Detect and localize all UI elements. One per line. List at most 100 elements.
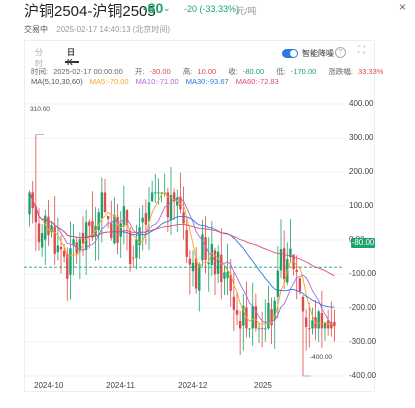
candle-body [223, 272, 226, 279]
candle-body [88, 221, 91, 226]
candle-body [66, 254, 69, 279]
candle-body [304, 317, 308, 327]
candle-body [207, 262, 210, 265]
candle-body [220, 254, 223, 283]
candle-body [323, 323, 327, 329]
candle-body [128, 231, 132, 265]
candle-body [100, 192, 104, 219]
candle-body [273, 300, 276, 320]
ma5-value: MA5:-70.00 [89, 77, 129, 86]
candle-body [308, 328, 311, 330]
candle-body [169, 194, 173, 221]
header: 沪铜2504-沪铜2505 -80 ⌄ -20 (-33.33%) 元/吨 × [0, 0, 415, 40]
candle-body [238, 321, 242, 329]
candle-body [44, 215, 47, 240]
y-tick-label: 400.00 [349, 99, 374, 108]
candle-body [113, 214, 116, 244]
contract-title: 沪铜2504-沪铜2505 [24, 3, 156, 20]
candle-body [251, 306, 254, 329]
current-price-tag: -80.00 [351, 238, 375, 248]
candle-body [34, 206, 38, 223]
smart-denoise-toggle[interactable] [282, 49, 298, 58]
candle-body [204, 237, 207, 260]
candle-body [301, 296, 305, 312]
ma-line [29, 191, 335, 328]
chart-panel: 分时 日K 智能降噪 ? ⛶ 时间:2025-02-17 00:00:00 开:… [24, 40, 383, 392]
ohlc-open: -30.00 [149, 67, 171, 76]
price-change: -20 (-33.33%) [184, 4, 240, 14]
ohlc-time: 2025-02-17 00:00:00 [53, 67, 123, 76]
candle-body [292, 254, 295, 270]
candle-body [317, 311, 320, 329]
ohlc-high: 10.00 [197, 67, 217, 76]
candle-body [298, 278, 302, 292]
candlestick-chart[interactable] [24, 100, 344, 380]
candle-body [235, 310, 239, 315]
candle-body [276, 270, 280, 297]
close-icon[interactable]: × [399, 0, 407, 14]
candle-body [47, 216, 50, 236]
ohlc-close: -80.00 [242, 67, 265, 76]
candle-body [185, 229, 188, 257]
candle-body [84, 222, 88, 250]
candle-body [97, 212, 100, 231]
candle-body [160, 192, 163, 194]
candle-body [191, 262, 195, 272]
tab-daily-k[interactable]: 日K [67, 48, 75, 67]
candle-body [267, 302, 270, 329]
candle-body [320, 313, 324, 329]
candle-body [172, 192, 176, 202]
status-datetime: 2025-02-17 14:40:13 (北京时间) [56, 25, 171, 34]
y-tick-label: 200.00 [349, 167, 374, 176]
last-price: -80 [143, 0, 164, 16]
fullscreen-icon[interactable]: ⛶ [358, 45, 365, 56]
candle-body [150, 192, 154, 202]
candle-body [229, 274, 232, 291]
candle-body [37, 223, 41, 243]
candle-body [213, 250, 217, 275]
ma10-value: MA10:-71.00 [135, 77, 179, 86]
ma-label: MA(5,10,30,60) [31, 77, 83, 86]
candle-body [282, 248, 286, 280]
candle-body [157, 192, 160, 194]
candle-body [176, 197, 179, 206]
ma60-value: MA60:-72.83 [235, 77, 279, 86]
candle-body [232, 296, 236, 310]
candle-body [264, 328, 267, 330]
y-tick-label: 300.00 [349, 133, 374, 142]
x-tick-label: 2024-10 [34, 381, 64, 390]
candle-body [257, 328, 261, 330]
ma-line [29, 192, 335, 277]
candle-body [144, 213, 148, 225]
candle-body [69, 248, 72, 275]
candle-body [116, 216, 119, 244]
y-tick-label: -100.00 [349, 269, 377, 278]
candle-body [135, 239, 138, 258]
y-tick-label: -300.00 [349, 337, 377, 346]
candle-body [154, 192, 157, 194]
candle-body [103, 192, 107, 213]
trading-status: 交易中 [24, 25, 48, 34]
candle-body [216, 251, 220, 274]
candle-body [201, 234, 204, 261]
candle-body [295, 269, 298, 273]
candle-body [125, 210, 129, 226]
tab-intraday[interactable]: 分时 [35, 48, 43, 68]
candle-body [194, 258, 198, 289]
ma-line [29, 192, 335, 308]
candle-body [72, 239, 75, 246]
smart-denoise-label: 智能降噪 [302, 49, 334, 58]
y-tick-label: 100.00 [349, 201, 374, 210]
price-unit: 元/吨 [236, 6, 257, 16]
candle-body [78, 239, 82, 252]
candle-body [182, 212, 185, 224]
ma-legend: MA(5,10,30,60) MA5:-70.00 MA10:-71.00 MA… [31, 77, 284, 86]
question-icon[interactable]: ? [335, 47, 346, 58]
candle-body [226, 271, 229, 279]
candle-body [59, 246, 63, 250]
candle-body [248, 328, 251, 330]
candle-body [138, 227, 141, 246]
candle-body [119, 223, 122, 237]
candle-body [270, 309, 273, 326]
candle-body [132, 257, 135, 259]
